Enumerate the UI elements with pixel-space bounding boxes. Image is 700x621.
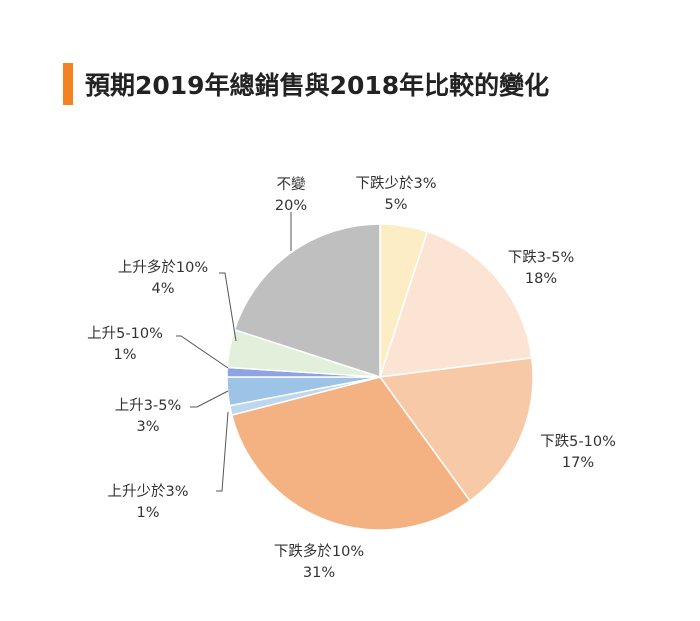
slice-value-label: 4% [151,281,174,297]
leader-line [176,335,229,369]
pie-slice [230,376,471,531]
chart-title: 預期2019年總銷售與2018年比較的變化 [85,71,550,100]
leader-lines [176,212,292,492]
pie-slice [233,223,381,379]
title-accent-bar [63,63,73,105]
title-block: 預期2019年總銷售與2018年比較的變化 [63,63,549,105]
slice-value-label: 20% [275,198,307,214]
slice-label: 下跌多於10% [274,543,364,560]
slice-value-label: 1% [113,347,136,363]
slice-label: 上升少於3% [107,483,188,500]
slice-label: 上升5-10% [87,325,163,342]
leader-line [219,272,237,342]
slice-value-label: 1% [136,505,159,521]
slice-value-label: 31% [303,565,335,581]
slice-label: 上升多於10% [118,259,208,276]
slice-value-label: 3% [136,419,159,435]
slice-label: 下跌5-10% [540,433,616,450]
slice-label: 下跌少於3% [355,175,436,192]
slice-label: 上升3-5% [115,397,181,414]
pie-slice [378,356,534,502]
slice-label: 不變 [277,176,306,193]
slice-value-label: 17% [562,455,594,471]
leader-line [216,411,229,492]
slice-value-label: 18% [525,271,557,287]
pie-slices [226,223,534,531]
leader-line [190,390,229,408]
slice-label: 下跌3-5% [508,249,574,266]
pie-slice [378,230,533,378]
slice-labels: 下跌少於3% 5% 下跌3-5% 18% 下跌5-10% 17% 下跌多於10% 31% 上升少… [87,175,616,581]
slice-value-label: 5% [384,197,407,213]
